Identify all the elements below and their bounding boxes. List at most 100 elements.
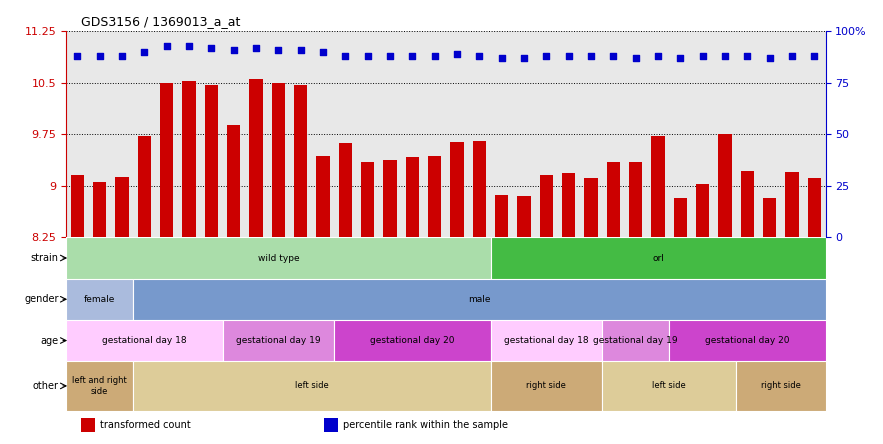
Bar [540, 175, 553, 238]
Point [740, 52, 754, 59]
Point [584, 52, 598, 59]
Bar [585, 178, 598, 238]
Point [427, 52, 442, 59]
Point [562, 52, 576, 59]
Bar [472, 141, 487, 238]
Bar [602, 320, 669, 361]
Point [115, 52, 129, 59]
Point [807, 52, 821, 59]
Point [316, 48, 330, 55]
Point [763, 54, 777, 61]
Bar [81, 418, 95, 432]
Text: gestational day 18: gestational day 18 [102, 336, 186, 345]
Bar [93, 182, 107, 238]
Text: wild type: wild type [258, 254, 299, 262]
Point [540, 52, 554, 59]
Bar [160, 83, 173, 238]
Text: right side: right side [526, 381, 566, 390]
Text: female: female [84, 295, 116, 304]
Bar [491, 361, 602, 411]
Bar [324, 418, 338, 432]
Bar [249, 79, 263, 238]
Bar [491, 320, 602, 361]
Text: gestational day 19: gestational day 19 [236, 336, 321, 345]
Text: left side: left side [653, 381, 686, 390]
Point [472, 52, 487, 59]
Bar [405, 157, 419, 238]
Point [138, 48, 152, 55]
Bar [562, 174, 576, 238]
Point [227, 46, 241, 53]
Bar [607, 162, 620, 238]
Bar [602, 361, 736, 411]
Point [271, 46, 285, 53]
Text: strain: strain [31, 253, 58, 263]
Bar [383, 160, 396, 238]
Text: gestational day 20: gestational day 20 [706, 336, 789, 345]
Bar [66, 361, 133, 411]
Point [383, 52, 397, 59]
Text: GDS3156 / 1369013_a_at: GDS3156 / 1369013_a_at [81, 16, 241, 28]
Bar [227, 125, 240, 238]
Bar [652, 136, 665, 238]
Text: left side: left side [295, 381, 328, 390]
Text: gestational day 19: gestational day 19 [593, 336, 678, 345]
Point [629, 54, 643, 61]
Bar [736, 361, 826, 411]
Text: transformed count: transformed count [101, 420, 191, 430]
Text: gestational day 18: gestational day 18 [504, 336, 589, 345]
Bar [294, 85, 307, 238]
Bar [116, 177, 129, 238]
Text: other: other [33, 381, 58, 391]
Bar [71, 175, 84, 238]
Point [338, 52, 352, 59]
Point [249, 44, 263, 51]
Bar [629, 162, 643, 238]
Point [294, 46, 308, 53]
Bar [517, 196, 531, 238]
Point [93, 52, 107, 59]
Text: gender: gender [24, 294, 58, 304]
Text: gestational day 20: gestational day 20 [370, 336, 455, 345]
Bar [719, 134, 732, 238]
Bar [66, 238, 491, 279]
Bar [272, 83, 285, 238]
Point [450, 50, 464, 57]
Bar [66, 320, 223, 361]
Bar [66, 279, 133, 320]
Point [696, 52, 710, 59]
Bar [339, 143, 352, 238]
Bar [674, 198, 687, 238]
Bar [428, 156, 442, 238]
Bar [669, 320, 826, 361]
Point [718, 52, 732, 59]
Point [360, 52, 374, 59]
Bar [785, 172, 799, 238]
Bar [450, 143, 464, 238]
Text: left and right
side: left and right side [72, 376, 127, 396]
Bar [133, 361, 491, 411]
Point [204, 44, 218, 51]
Bar [335, 320, 491, 361]
Bar [696, 184, 709, 238]
Point [607, 52, 621, 59]
Bar [495, 195, 509, 238]
Bar [763, 198, 776, 238]
Bar [183, 81, 196, 238]
Bar [808, 178, 821, 238]
Point [405, 52, 419, 59]
Bar [741, 170, 754, 238]
Point [182, 42, 196, 49]
Point [651, 52, 665, 59]
Bar [205, 85, 218, 238]
Point [674, 54, 688, 61]
Point [517, 54, 532, 61]
Point [71, 52, 85, 59]
Bar [361, 162, 374, 238]
Bar [138, 136, 151, 238]
Text: orl: orl [653, 254, 664, 262]
Point [494, 54, 509, 61]
Point [160, 42, 174, 49]
Text: right side: right side [761, 381, 801, 390]
Bar [491, 238, 826, 279]
